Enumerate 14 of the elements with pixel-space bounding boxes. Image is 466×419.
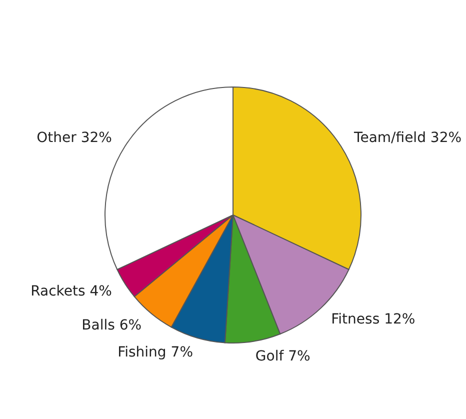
data-label: 32%: [430, 130, 462, 146]
slice-label: Team/field: [354, 130, 426, 146]
data-label: 6%: [119, 317, 142, 334]
slice-label: Rackets: [30, 284, 86, 300]
data-label: 32%: [80, 130, 112, 146]
slice-label: Fitness: [331, 311, 380, 328]
slice-label: Golf: [255, 348, 284, 364]
slice-label: Fishing: [118, 344, 166, 360]
slice-label: Balls: [82, 317, 115, 334]
data-label: 12%: [384, 311, 416, 328]
data-label: 7%: [170, 344, 194, 360]
slice-label: Other: [36, 130, 76, 146]
data-label: 7%: [288, 348, 310, 364]
data-label: 4%: [90, 284, 112, 300]
